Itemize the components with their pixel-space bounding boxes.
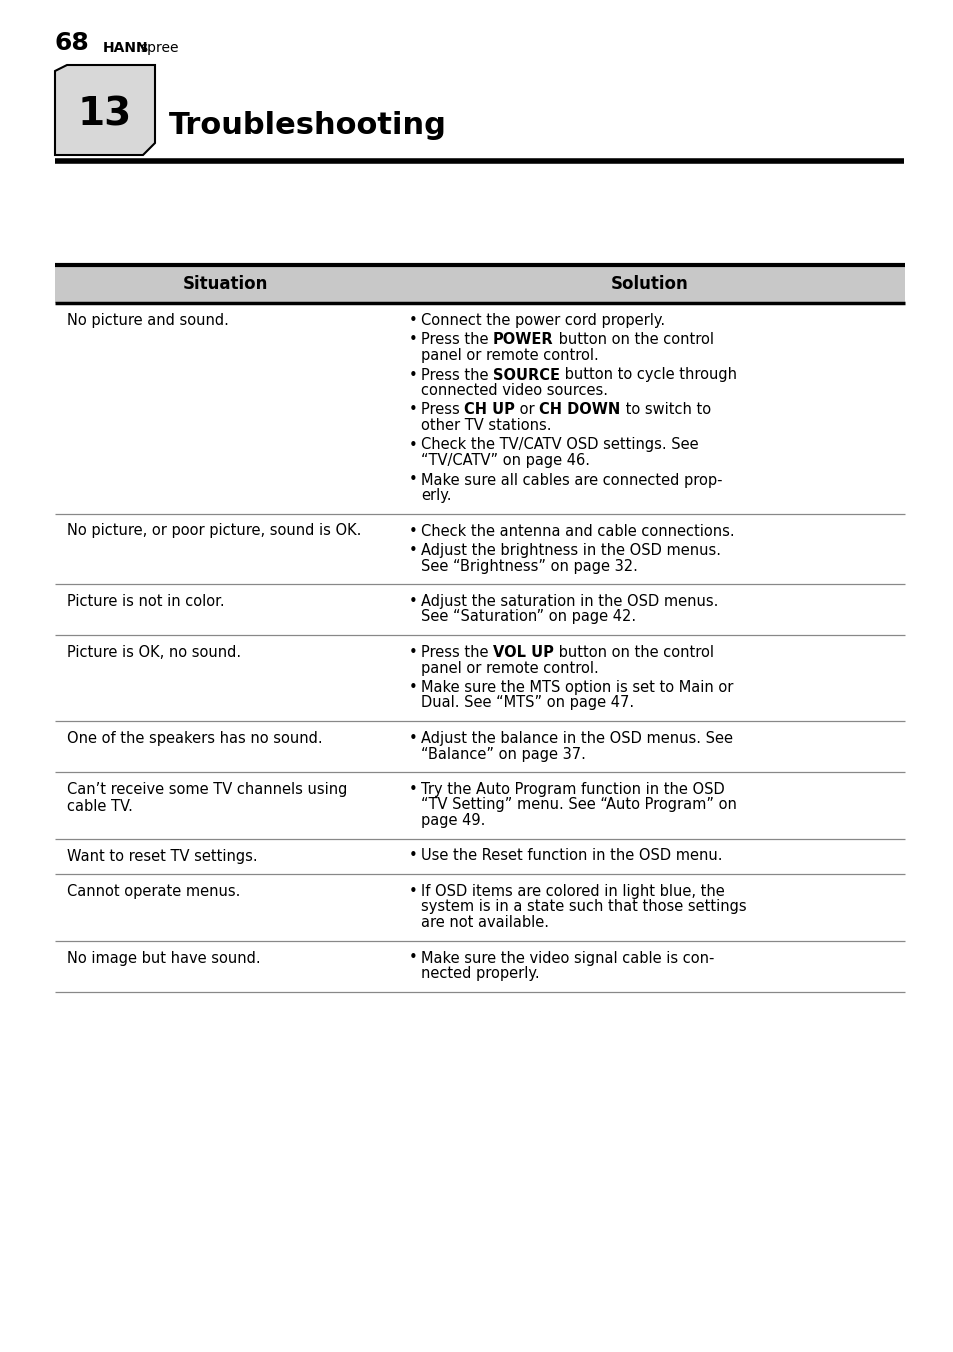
Text: Press the: Press the bbox=[420, 368, 493, 383]
Text: VOL UP: VOL UP bbox=[493, 645, 554, 660]
Text: Try the Auto Program function in the OSD: Try the Auto Program function in the OSD bbox=[420, 781, 724, 796]
Text: connected video sources.: connected video sources. bbox=[420, 383, 607, 397]
Text: spree: spree bbox=[140, 41, 178, 55]
Text: Check the antenna and cable connections.: Check the antenna and cable connections. bbox=[420, 523, 734, 538]
Text: •: • bbox=[409, 884, 417, 899]
Text: system is in a state such that those settings: system is in a state such that those set… bbox=[420, 899, 746, 914]
Text: Press: Press bbox=[420, 403, 464, 418]
Text: •: • bbox=[409, 731, 417, 746]
Text: Check the TV/CATV OSD settings. See: Check the TV/CATV OSD settings. See bbox=[420, 438, 698, 453]
Text: •: • bbox=[409, 645, 417, 660]
Text: to switch to: to switch to bbox=[620, 403, 710, 418]
Text: “TV Setting” menu. See “Auto Program” on: “TV Setting” menu. See “Auto Program” on bbox=[420, 798, 736, 813]
Text: No image but have sound.: No image but have sound. bbox=[67, 950, 260, 965]
Text: Use the Reset function in the OSD menu.: Use the Reset function in the OSD menu. bbox=[420, 849, 721, 864]
Text: erly.: erly. bbox=[420, 488, 451, 503]
Text: or: or bbox=[515, 403, 539, 418]
Text: Adjust the brightness in the OSD menus.: Adjust the brightness in the OSD menus. bbox=[420, 544, 720, 558]
Text: SOURCE: SOURCE bbox=[493, 368, 559, 383]
Text: No picture, or poor picture, sound is OK.: No picture, or poor picture, sound is OK… bbox=[67, 523, 361, 538]
Text: Press the: Press the bbox=[420, 645, 493, 660]
Text: Want to reset TV settings.: Want to reset TV settings. bbox=[67, 849, 257, 864]
Text: other TV stations.: other TV stations. bbox=[420, 418, 551, 433]
Text: button on the control: button on the control bbox=[553, 333, 713, 347]
Text: •: • bbox=[409, 368, 417, 383]
Text: Make sure all cables are connected prop-: Make sure all cables are connected prop- bbox=[420, 472, 721, 488]
Text: Press the: Press the bbox=[420, 333, 493, 347]
Text: 68: 68 bbox=[55, 31, 90, 55]
Text: “TV/CATV” on page 46.: “TV/CATV” on page 46. bbox=[420, 453, 589, 468]
Text: Dual. See “MTS” on page 47.: Dual. See “MTS” on page 47. bbox=[420, 695, 634, 711]
Text: See “Brightness” on page 32.: See “Brightness” on page 32. bbox=[420, 558, 638, 573]
Text: 13: 13 bbox=[78, 96, 132, 134]
Text: CH DOWN: CH DOWN bbox=[539, 403, 620, 418]
Text: •: • bbox=[409, 544, 417, 558]
Text: •: • bbox=[409, 849, 417, 864]
Text: •: • bbox=[409, 403, 417, 418]
Text: •: • bbox=[409, 333, 417, 347]
Text: •: • bbox=[409, 680, 417, 695]
Text: Picture is OK, no sound.: Picture is OK, no sound. bbox=[67, 645, 241, 660]
Text: No picture and sound.: No picture and sound. bbox=[67, 314, 229, 329]
Text: CH UP: CH UP bbox=[464, 403, 515, 418]
Text: •: • bbox=[409, 781, 417, 796]
Text: POWER: POWER bbox=[493, 333, 553, 347]
Text: are not available.: are not available. bbox=[420, 915, 548, 930]
Text: Situation: Situation bbox=[182, 274, 268, 293]
Text: •: • bbox=[409, 314, 417, 329]
Text: Solution: Solution bbox=[611, 274, 688, 293]
Polygon shape bbox=[55, 65, 154, 155]
Text: Make sure the video signal cable is con-: Make sure the video signal cable is con- bbox=[420, 950, 714, 965]
Text: panel or remote control.: panel or remote control. bbox=[420, 661, 598, 676]
Text: •: • bbox=[409, 950, 417, 965]
Text: Troubleshooting: Troubleshooting bbox=[169, 111, 446, 141]
Text: •: • bbox=[409, 472, 417, 488]
Text: button on the control: button on the control bbox=[554, 645, 713, 660]
Text: Adjust the saturation in the OSD menus.: Adjust the saturation in the OSD menus. bbox=[420, 594, 718, 608]
Text: button to cycle through: button to cycle through bbox=[559, 368, 737, 383]
Text: nected properly.: nected properly. bbox=[420, 965, 539, 982]
Text: Make sure the MTS option is set to Main or: Make sure the MTS option is set to Main … bbox=[420, 680, 733, 695]
Text: Adjust the balance in the OSD menus. See: Adjust the balance in the OSD menus. See bbox=[420, 731, 732, 746]
Text: See “Saturation” on page 42.: See “Saturation” on page 42. bbox=[420, 610, 636, 625]
Text: HANN: HANN bbox=[103, 41, 149, 55]
Text: •: • bbox=[409, 523, 417, 538]
Text: “Balance” on page 37.: “Balance” on page 37. bbox=[420, 746, 585, 761]
Text: panel or remote control.: panel or remote control. bbox=[420, 347, 598, 362]
Text: Connect the power cord properly.: Connect the power cord properly. bbox=[420, 314, 664, 329]
Text: •: • bbox=[409, 594, 417, 608]
Text: Cannot operate menus.: Cannot operate menus. bbox=[67, 884, 240, 899]
Text: If OSD items are colored in light blue, the: If OSD items are colored in light blue, … bbox=[420, 884, 724, 899]
Text: Picture is not in color.: Picture is not in color. bbox=[67, 594, 224, 608]
Text: One of the speakers has no sound.: One of the speakers has no sound. bbox=[67, 731, 322, 746]
Text: Can’t receive some TV channels using
cable TV.: Can’t receive some TV channels using cab… bbox=[67, 781, 347, 814]
Bar bbox=[55, 265, 904, 303]
Text: •: • bbox=[409, 438, 417, 453]
Text: page 49.: page 49. bbox=[420, 813, 485, 827]
